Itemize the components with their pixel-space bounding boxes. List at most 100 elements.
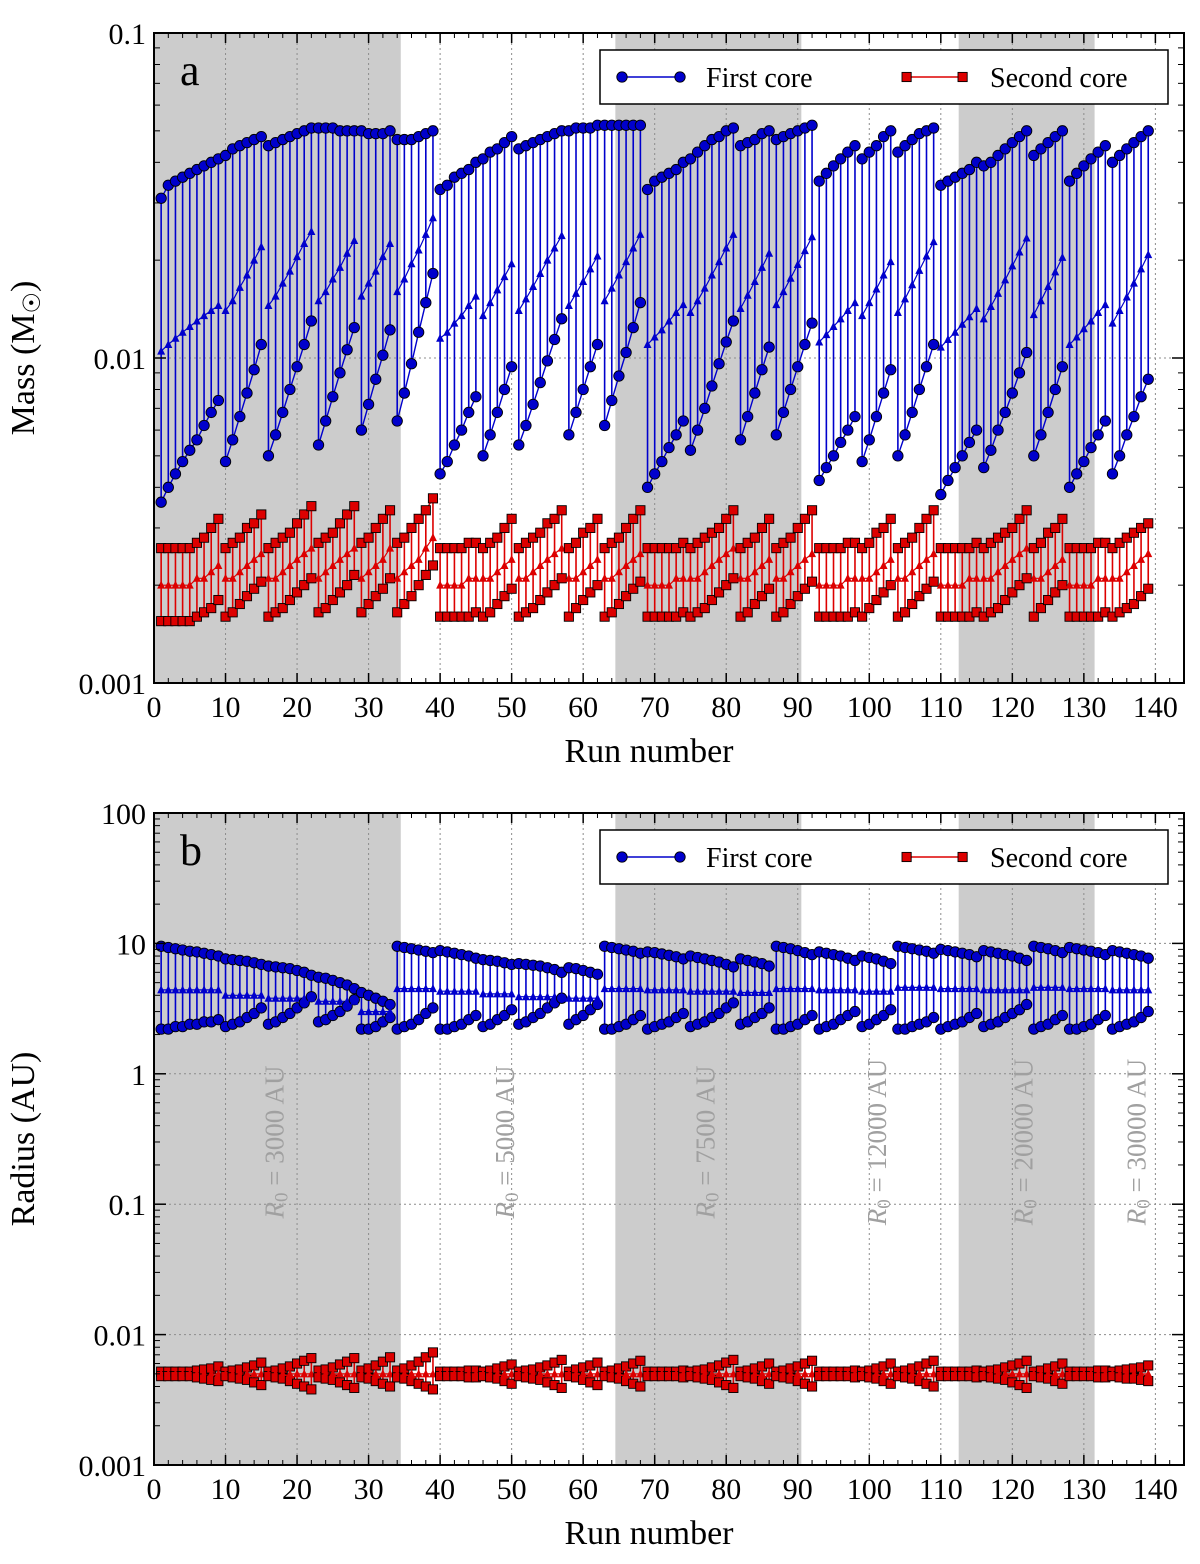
- first-core-lower-point: [699, 402, 711, 414]
- second-core-mid-point: [629, 1369, 638, 1378]
- first-core-lower-point: [212, 1014, 225, 1026]
- first-core-mid-point: [536, 268, 545, 277]
- second-core-lower-point: [506, 1378, 517, 1389]
- region-label-subscript: 0: [1021, 1199, 1042, 1209]
- first-core-mid-point: [428, 984, 437, 993]
- second-core-mid-point: [901, 573, 910, 582]
- second-core-lower-point: [885, 1378, 896, 1389]
- second-core-mid-point: [965, 1369, 974, 1378]
- y-axis: 0.001 0.01 0.1 1 10 100: [79, 798, 1184, 1483]
- first-core-lower-point: [978, 461, 990, 474]
- first-core-mid-point: [858, 986, 867, 995]
- second-core-mid-point: [264, 573, 273, 582]
- second-core-mid-point: [457, 1369, 466, 1378]
- first-core-mid-point: [593, 993, 602, 1002]
- region-bands: [154, 813, 1095, 1465]
- second-core-lower-point: [492, 598, 503, 610]
- second-core-lower-point: [1021, 573, 1032, 584]
- first-core-mid-point: [929, 982, 938, 991]
- region-label: R0 = 3000 AU: [260, 1065, 293, 1219]
- first-core-lower-point: [677, 1007, 689, 1020]
- first-core-lower-point: [1099, 415, 1111, 427]
- first-core-mid-point: [686, 308, 695, 317]
- second-core-mid-point: [750, 567, 759, 576]
- second-core-upper-point: [728, 505, 739, 516]
- first-core-mid-point: [886, 986, 895, 995]
- second-core-lower-point: [635, 576, 646, 587]
- second-core-mid-point: [371, 1369, 380, 1378]
- first-core-lower-point: [770, 429, 782, 441]
- first-core-lower-point: [470, 1009, 482, 1022]
- second-core-mid-point: [242, 1369, 251, 1378]
- second-core-lower-point: [928, 576, 939, 587]
- first-core-lower-point: [577, 383, 589, 396]
- x-tick-label: 120: [990, 1473, 1035, 1506]
- first-core-mid-point: [357, 1007, 366, 1016]
- first-core-mid-point: [872, 986, 881, 995]
- second-core-mid-point: [350, 543, 359, 552]
- first-core-mid-point: [936, 342, 945, 351]
- first-core-mid-point: [557, 231, 566, 240]
- second-core-upper-point: [420, 505, 431, 516]
- first-core-lower-point: [1142, 373, 1154, 385]
- second-core-upper-point: [220, 543, 231, 554]
- first-core-mid-point: [564, 301, 573, 310]
- first-core-lower-point: [806, 317, 818, 329]
- first-core-mid-point: [300, 993, 309, 1002]
- second-core-lower-point: [585, 587, 596, 598]
- first-core-lower-point: [720, 336, 732, 348]
- second-core-mid-point: [772, 1369, 781, 1378]
- first-core-mid-point: [786, 984, 795, 993]
- x-tick-label: 80: [711, 1473, 741, 1506]
- first-core-mid-point: [421, 984, 430, 993]
- first-core-mid-point: [543, 992, 552, 1001]
- second-core-mid-point: [800, 554, 809, 563]
- first-core-lower-point: [334, 367, 346, 379]
- second-core-mid-point: [665, 1369, 673, 1378]
- second-core-mid-point: [1029, 1369, 1038, 1378]
- first-core-upper-point: [591, 968, 604, 980]
- first-core-mid-point: [1137, 264, 1146, 273]
- x-tick-label: 110: [919, 691, 963, 724]
- first-core-mid-point: [765, 248, 774, 257]
- first-core-lower-point: [928, 338, 940, 351]
- first-core-mid-point: [700, 986, 709, 995]
- region-label: R0 = 12000 AU: [862, 1059, 895, 1226]
- first-core-mid-point: [185, 322, 194, 331]
- first-core-mid-point: [400, 274, 409, 283]
- second-core-lower-point: [728, 1382, 739, 1393]
- second-core-mid-point: [357, 1369, 366, 1378]
- second-core-upper-point: [206, 522, 217, 533]
- second-core-lower-point: [542, 587, 553, 598]
- second-core-mid-point: [1087, 1369, 1096, 1378]
- second-core-mid-point: [450, 580, 459, 589]
- second-core-upper-point: [199, 532, 210, 543]
- second-core-mid-point: [271, 1369, 280, 1378]
- first-core-lower-point: [591, 338, 604, 351]
- x-tick-label: 90: [783, 1473, 813, 1506]
- second-core-upper-point: [506, 513, 517, 524]
- first-core-lower-point: [470, 391, 482, 403]
- second-core-mid-point: [200, 1369, 209, 1378]
- second-core-mid-point: [1094, 573, 1103, 582]
- second-core-mid-point: [943, 1369, 952, 1378]
- second-core-upper-point: [764, 513, 775, 524]
- first-core-mid-point: [343, 996, 352, 1005]
- second-core-lower-point: [334, 587, 346, 598]
- legend-first-core-marker: [674, 851, 686, 863]
- second-core-upper-point: [914, 522, 925, 533]
- second-core-mid-point: [693, 1369, 702, 1378]
- first-core-mid-point: [829, 322, 838, 331]
- second-core-upper-point: [184, 543, 195, 554]
- first-core-lower-point: [484, 429, 496, 441]
- second-core-mid-point: [343, 549, 352, 558]
- region-label-symbol: R: [260, 1201, 290, 1219]
- first-core-lower-point: [763, 1002, 775, 1014]
- x-axis: 0 10 20 30 40 50 60 70 80 90 100 110 120 130 140: [147, 813, 1178, 1506]
- x-tick-label: 70: [640, 691, 670, 724]
- second-core-upper-point: [749, 532, 760, 543]
- x-tick-label: 40: [425, 691, 455, 724]
- first-core-mid-point: [665, 316, 673, 325]
- first-core-lower-point: [928, 1011, 940, 1024]
- first-core-mid-point: [321, 287, 330, 296]
